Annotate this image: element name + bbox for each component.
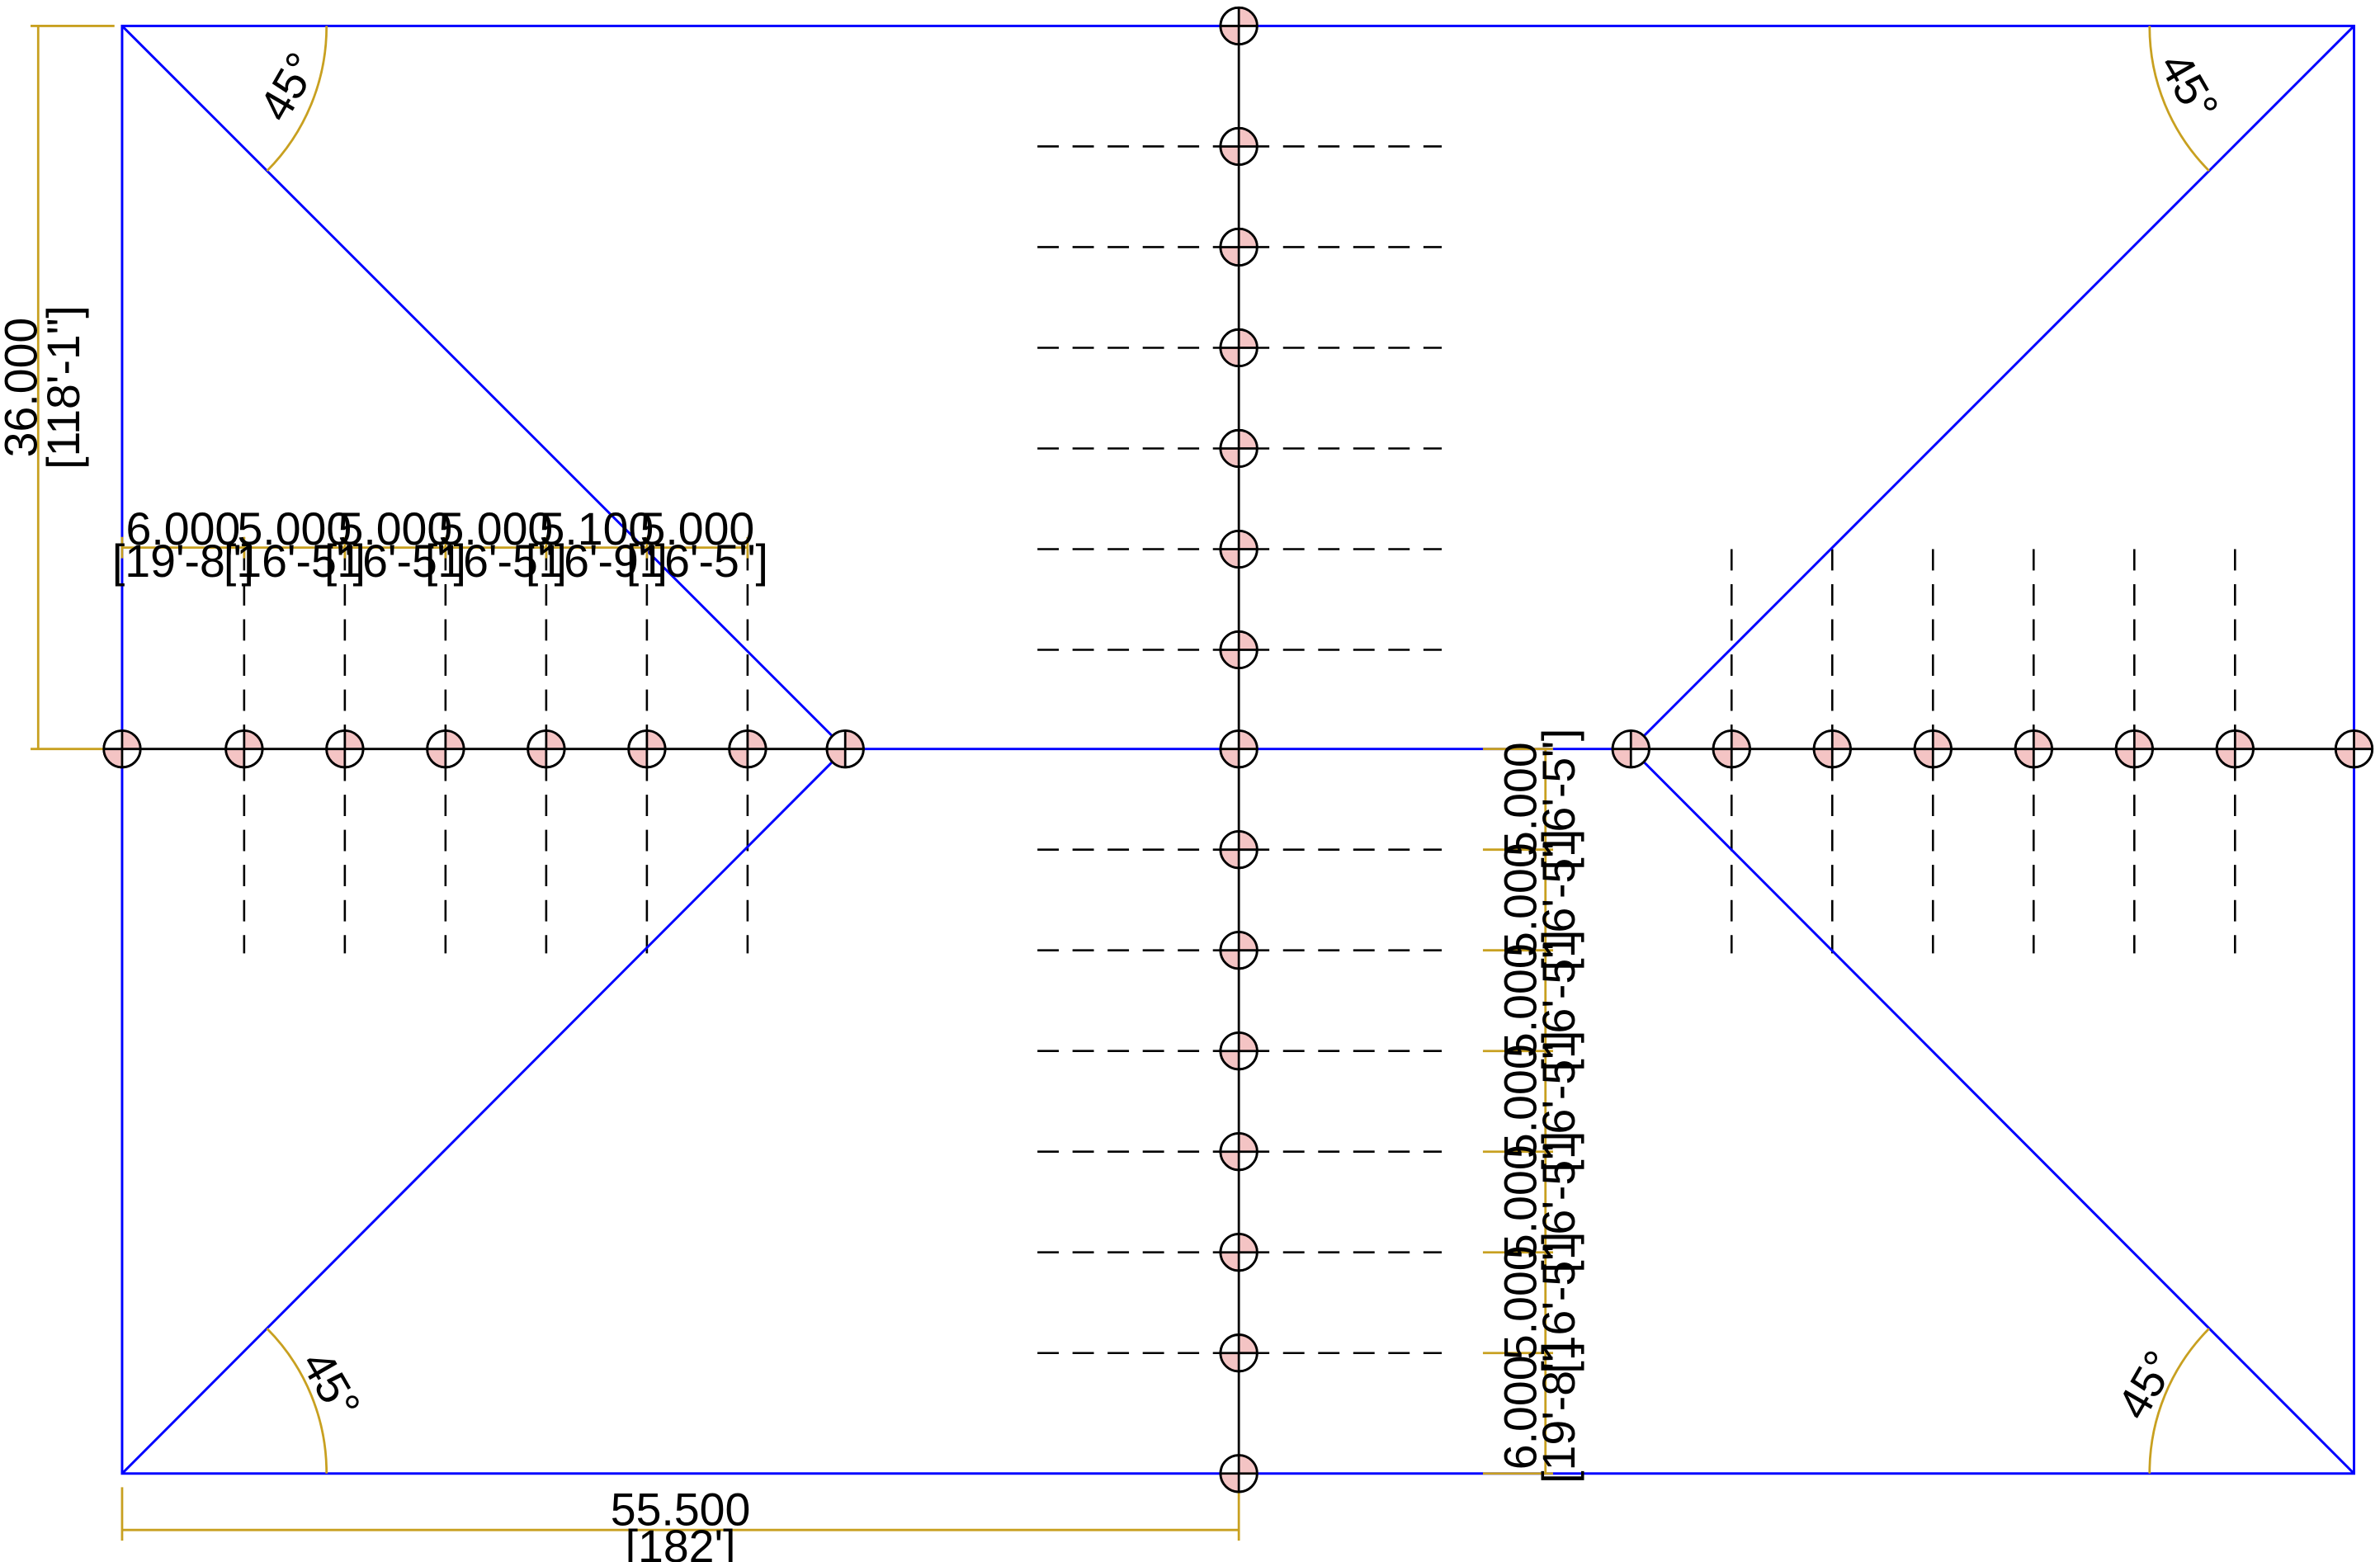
h-dim-alt: [16'-9"] [526, 536, 668, 587]
overall-height-alt: [118'-1"] [38, 305, 89, 470]
grid-marker [2014, 729, 2053, 769]
vertical-spacing-dims: 5.000 [16'-5"] 5.000 [16'-5"] 5.000 [16'… [1495, 729, 1584, 1484]
grid-marker [1219, 126, 1258, 167]
horizontal-spacing-dims: 6.000 [19'-8"] 5.000 [16'-5"] 5.000 [16'… [112, 503, 768, 587]
v-dim-alt: [19'-8"] [1533, 1342, 1584, 1484]
grid-marker [1219, 1233, 1258, 1272]
grid-marker [1219, 830, 1258, 870]
angle-label-bottom-left: 45° [291, 1342, 371, 1428]
grid-marker [1219, 328, 1258, 368]
grid-marker [1611, 729, 1650, 769]
overall-width-value: 55.500 [611, 1484, 751, 1536]
grid-marker [102, 729, 142, 769]
v-dim-value: 5.000 [1495, 742, 1547, 857]
angle-label-top-left: 45° [249, 44, 328, 130]
angle-arcs [266, 26, 2210, 1474]
v-dim-alt: [16'-5"] [1533, 1232, 1584, 1374]
grid-marker [1219, 428, 1258, 469]
angle-label-bottom-right: 45° [2107, 1342, 2186, 1428]
grid-marker [1219, 729, 1258, 769]
grid-marker [1219, 6, 1258, 45]
v-dim-value: 5.000 [1495, 1144, 1547, 1259]
v-dim-value: 5.000 [1495, 842, 1547, 957]
v-dim-value: 6.000 [1495, 1355, 1547, 1470]
grid-marker [426, 729, 465, 769]
grid-marker [1812, 729, 1852, 769]
grid-marker [1219, 1454, 1258, 1494]
angle-label-top-right: 45° [2150, 44, 2229, 130]
h-dim-value: 5.000 [439, 503, 554, 554]
h-dim-value: 5.000 [640, 503, 755, 554]
h-dim-value: 5.000 [338, 503, 452, 554]
grid-marker [2334, 729, 2374, 769]
v-dim-alt: [16'-5"] [1533, 1131, 1584, 1273]
grid-marker [1219, 529, 1258, 569]
v-dim-value: 5.000 [1495, 1245, 1547, 1360]
v-dim-value: 5.000 [1495, 1044, 1547, 1159]
grid-marker [2114, 729, 2154, 769]
grid-marker [224, 729, 264, 769]
h-dim-alt: [19'-8"] [112, 536, 254, 587]
overall-height-value: 36.000 [0, 318, 46, 458]
dimension-lines [31, 25, 1553, 1541]
grid-marker [1219, 1132, 1258, 1172]
grid-marker [1219, 227, 1258, 267]
grid-marker [527, 729, 566, 769]
h-dim-alt: [16'-5"] [224, 536, 366, 587]
grid-marker [1219, 931, 1258, 970]
h-dim-value: 5.100 [540, 503, 654, 554]
dashed-grid-lines [243, 145, 2236, 1355]
h-dim-value: 5.000 [237, 503, 352, 554]
overall-width-alt: [182'] [626, 1521, 736, 1562]
grid-marker [2215, 729, 2255, 769]
grid-marker [1219, 1031, 1258, 1071]
grid-marker [1219, 1333, 1258, 1373]
grid-marker [627, 729, 667, 769]
grid-marker [1712, 729, 1751, 769]
grid-marker [325, 729, 365, 769]
v-dim-value: 5.000 [1495, 943, 1547, 1058]
v-dim-alt: [16'-5"] [1533, 930, 1584, 1072]
grid-marker [1219, 630, 1258, 670]
h-dim-alt: [16'-5"] [425, 536, 567, 587]
h-dim-alt: [16'-5"] [324, 536, 466, 587]
h-dim-value: 6.000 [126, 503, 241, 554]
grid-marker [825, 729, 865, 769]
grid-markers [102, 6, 2374, 1494]
v-dim-alt: [16'-5"] [1533, 829, 1584, 971]
grid-marker [1913, 729, 1953, 769]
h-dim-alt: [16'-5"] [626, 536, 768, 587]
v-dim-alt: [16'-5"] [1533, 729, 1584, 871]
grid-marker [728, 729, 767, 769]
v-dim-alt: [16'-5"] [1533, 1031, 1584, 1173]
